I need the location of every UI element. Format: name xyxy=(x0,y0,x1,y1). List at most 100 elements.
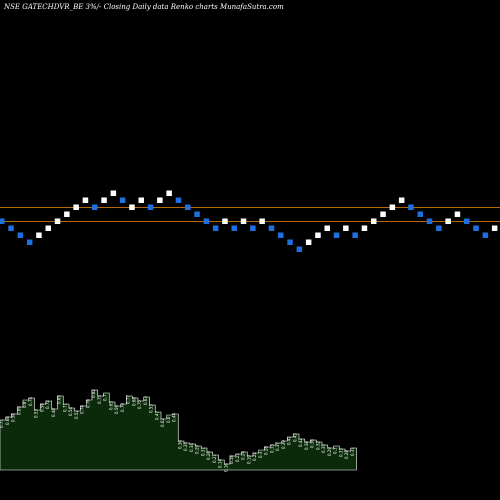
volume-label: 0.29 xyxy=(195,445,200,454)
renko-brick-up xyxy=(389,204,396,210)
volume-label: 0.29 xyxy=(327,447,332,456)
volume-label: 0.44 xyxy=(172,413,177,422)
volume-label: 0.38 xyxy=(304,441,309,450)
renko-brick-up xyxy=(491,225,498,231)
renko-brick-up xyxy=(82,197,89,203)
renko-brick-up xyxy=(138,197,144,203)
renko-brick-up xyxy=(73,204,79,210)
renko-brick-up xyxy=(343,225,349,231)
renko-brick-down xyxy=(8,225,14,231)
volume-label: 0.77 xyxy=(126,395,131,404)
volume-label: 0.33 xyxy=(269,444,274,453)
volume-label: 0.26 xyxy=(206,451,211,460)
renko-brick-up xyxy=(445,218,451,224)
volume-label: 0.42 xyxy=(298,438,303,447)
volume-label: 0.6 xyxy=(166,416,171,423)
volume-label: 0.28 xyxy=(344,450,349,459)
volume-label: 0.52 xyxy=(74,410,79,419)
renko-brick-up xyxy=(222,218,228,224)
renko-brick-down xyxy=(26,239,33,245)
renko-brick-up xyxy=(36,232,42,238)
renko-brick-down xyxy=(464,218,470,224)
renko-brick-down xyxy=(231,225,237,231)
volume-label: 0.34 xyxy=(189,443,194,452)
volume-label: 0.28 xyxy=(264,446,269,455)
volume-label: 0.63 xyxy=(143,396,148,405)
volume-label: 0.21 xyxy=(212,454,217,463)
renko-brick-down xyxy=(352,232,358,238)
renko-brick-up xyxy=(54,218,61,224)
volume-label: 0.36 xyxy=(310,439,315,448)
renko-brick-up xyxy=(305,239,312,245)
renko-brick-down xyxy=(482,232,489,238)
renko-brick-up xyxy=(110,190,117,196)
renko-brick-down xyxy=(0,218,5,224)
renko-brick-down xyxy=(250,225,256,231)
volume-label: 0.19 xyxy=(246,455,251,464)
volume-label: 0.31 xyxy=(200,447,205,456)
volume-label: 0.3 xyxy=(258,451,263,458)
renko-brick-down xyxy=(473,225,479,231)
volume-label: 0.16 xyxy=(223,463,228,472)
volume-label: 0.76 xyxy=(85,399,90,408)
renko-brick-down xyxy=(92,204,98,210)
volume-label: 0.53 xyxy=(149,404,154,413)
renko-brick-up xyxy=(371,218,377,224)
volume-label: 0.65 xyxy=(108,401,113,410)
volume-area: 0.71 0.66 0.580.690.8 0.740.530.56 0.720.480… xyxy=(0,389,357,472)
volume-label: 0.48 xyxy=(51,408,56,417)
renko-brick-up xyxy=(259,218,265,224)
renko-brick-up xyxy=(129,204,135,210)
volume-label: 0.79 xyxy=(120,403,125,412)
renko-brick-up xyxy=(157,197,163,203)
renko-brick-down xyxy=(175,197,182,203)
volume-label: 0.65 xyxy=(57,395,62,404)
volume-label: 0.41 xyxy=(287,436,292,445)
volume-label: 0.75 xyxy=(97,395,102,404)
renko-brick-down xyxy=(436,225,442,231)
renko-brick-up xyxy=(240,218,247,224)
volume-label: 0.74 xyxy=(80,405,85,414)
volume-label: 0.21 xyxy=(235,453,240,462)
volume-label: 0.71 xyxy=(62,403,67,412)
renko-brick-down xyxy=(287,239,293,245)
renko-brick-down xyxy=(296,246,303,252)
renko-brick-up xyxy=(380,211,386,217)
renko-brick-down xyxy=(212,225,219,231)
volume-label: 0.31 xyxy=(350,447,355,456)
renko-brick-down xyxy=(147,204,154,210)
volume-label: 0.68 xyxy=(131,397,136,406)
volume-label: 0.36 xyxy=(177,440,182,449)
volume-label: 0.66 xyxy=(5,416,10,425)
volume-label: 0.72 xyxy=(45,400,50,409)
renko-brick-up xyxy=(454,211,461,217)
volume-label: 0.74 xyxy=(28,397,33,406)
renko-brick-down xyxy=(278,232,284,238)
volume-label: 0.62 xyxy=(160,418,165,427)
renko-brick-up xyxy=(361,225,368,231)
volume-label: 0.32 xyxy=(315,441,320,450)
volume-label: 0.3 xyxy=(333,447,338,454)
renko-brick-down xyxy=(333,232,340,238)
renko-brick-up xyxy=(101,197,107,203)
volume-label: 0.56 xyxy=(39,403,44,412)
renko-brick-up xyxy=(315,232,321,238)
volume-label: 0.43 xyxy=(292,433,297,442)
volume-label: 0.22 xyxy=(252,452,257,461)
volume-label: 0.75 xyxy=(137,400,142,409)
chart-title: NSE GATECHDVR_BE 3%/- Closing Daily data… xyxy=(3,3,284,11)
volume-label: 0.33 xyxy=(338,448,343,457)
renko-brick-down xyxy=(194,211,200,217)
renko-brick-up xyxy=(45,225,51,231)
renko-brick-up xyxy=(324,225,330,231)
renko-brick-up xyxy=(398,197,405,203)
volume-label: 0.18 xyxy=(229,455,234,464)
volume-label: 0.8 xyxy=(22,401,27,408)
volume-label: 0.39 xyxy=(281,440,286,449)
renko-brick-down xyxy=(408,204,414,210)
renko-brick-down xyxy=(203,218,210,224)
volume-label: 0.7 xyxy=(103,394,108,401)
volume-label: 0.47 xyxy=(154,411,159,420)
volume-label: 0.35 xyxy=(321,444,326,453)
